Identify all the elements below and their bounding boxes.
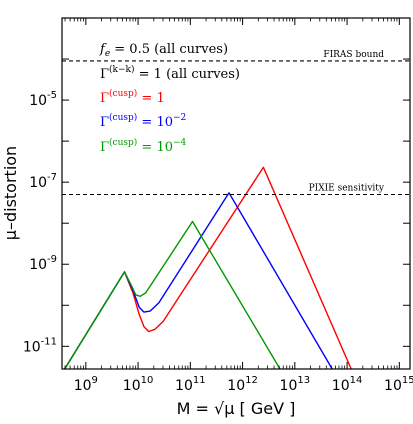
plot-frame [61,17,411,370]
y-tick-label: 10-5 [29,90,57,109]
legend-entry-gamma-cusp-1: Γ(cusp) = 1 [100,88,165,106]
x-tick-label: 1010 [123,375,154,394]
y-axis-label: μ–distortion [1,146,20,240]
y-tick-label: 10-7 [29,172,57,191]
y-ticks: 10-11 10-9 10-7 10-5 [23,17,410,355]
y-tick-label: 10-9 [29,254,57,273]
reference-labels: FIRAS bound PIXIE sensitivity [309,50,385,194]
y-tick-label: 10-11 [23,336,57,355]
x-tick-label: 109 [74,375,98,394]
legend-entry-gamma-cusp-1e-2: Γ(cusp) = 10−2 [100,112,186,130]
legend-entry-gamma-kk: Γ(k−k) = 1 (all curves) [100,64,240,82]
x-tick-label: 1012 [227,375,258,394]
x-tick-label: 1011 [175,375,206,394]
x-ticks: 109 1010 1011 1012 1013 1014 1015 [64,18,413,394]
reference-lines [62,60,410,196]
series-line-1 [63,192,333,369]
reference-label-1: PIXIE sensitivity [309,184,385,194]
x-tick-label: 1013 [280,375,311,394]
legend-entry-fe: fe = 0.5 (all curves) [99,42,228,59]
series-line-0 [63,166,352,369]
legend-entry-gamma-cusp-1e-4: Γ(cusp) = 10−4 [100,137,187,155]
x-tick-label: 1015 [384,375,413,394]
series-layer [63,166,352,369]
series-line-2 [63,220,281,369]
x-axis-label: M = √μ [ GeV ] [177,399,296,418]
x-tick-label: 1014 [332,375,363,394]
reference-label-0: FIRAS bound [323,50,384,60]
legend: fe = 0.5 (all curves) Γ(k−k) = 1 (all cu… [99,42,240,155]
